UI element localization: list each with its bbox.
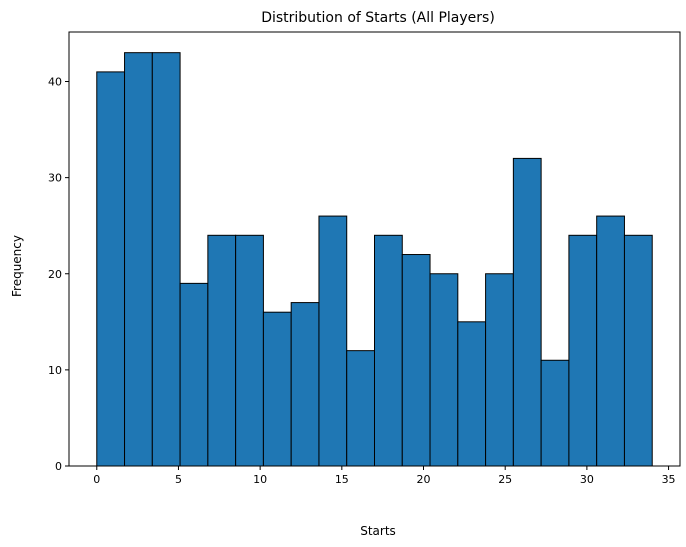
x-tick-label: 10 (253, 473, 267, 486)
y-tick-label: 10 (48, 364, 62, 377)
histogram-bar (429, 273, 459, 467)
y-axis-label: Frequency (10, 235, 24, 297)
histogram-bar (540, 359, 570, 467)
histogram-bar (485, 273, 514, 467)
histogram-bar (374, 234, 403, 467)
histogram-bar (457, 321, 487, 467)
histogram-bar (346, 350, 375, 467)
x-tick-label: 15 (335, 473, 349, 486)
histogram-bar (596, 215, 625, 467)
histogram-bar (207, 234, 237, 467)
histogram-bar (512, 157, 542, 467)
bars-group (96, 52, 653, 467)
histogram-bar (262, 311, 292, 467)
histogram-bar (401, 254, 431, 467)
histogram-bar (235, 234, 264, 467)
histogram-bar (623, 234, 653, 467)
histogram-bar (568, 234, 598, 467)
x-tick-label: 0 (93, 473, 100, 486)
x-tick-label: 35 (662, 473, 676, 486)
y-tick-label: 40 (48, 76, 62, 89)
x-tick-label: 30 (580, 473, 594, 486)
y-axis-ticks: 0 10 20 30 40 (48, 76, 69, 473)
y-tick-label: 0 (55, 460, 62, 473)
histogram-bar (290, 302, 320, 467)
histogram-bar (318, 215, 348, 467)
x-tick-label: 5 (175, 473, 182, 486)
histogram-bar (124, 52, 153, 467)
histogram-bar (96, 71, 126, 467)
x-tick-label: 20 (417, 473, 431, 486)
plot-frame (68, 31, 681, 467)
histogram-bar (179, 282, 209, 467)
x-axis-label: Starts (360, 524, 396, 538)
chart-title: Distribution of Starts (All Players) (261, 10, 495, 26)
y-tick-label: 20 (48, 268, 62, 281)
x-axis-ticks: 0 5 10 15 20 25 30 35 (93, 466, 676, 486)
y-tick-label: 30 (48, 172, 62, 185)
histogram-bar (151, 52, 181, 467)
x-tick-label: 25 (498, 473, 512, 486)
